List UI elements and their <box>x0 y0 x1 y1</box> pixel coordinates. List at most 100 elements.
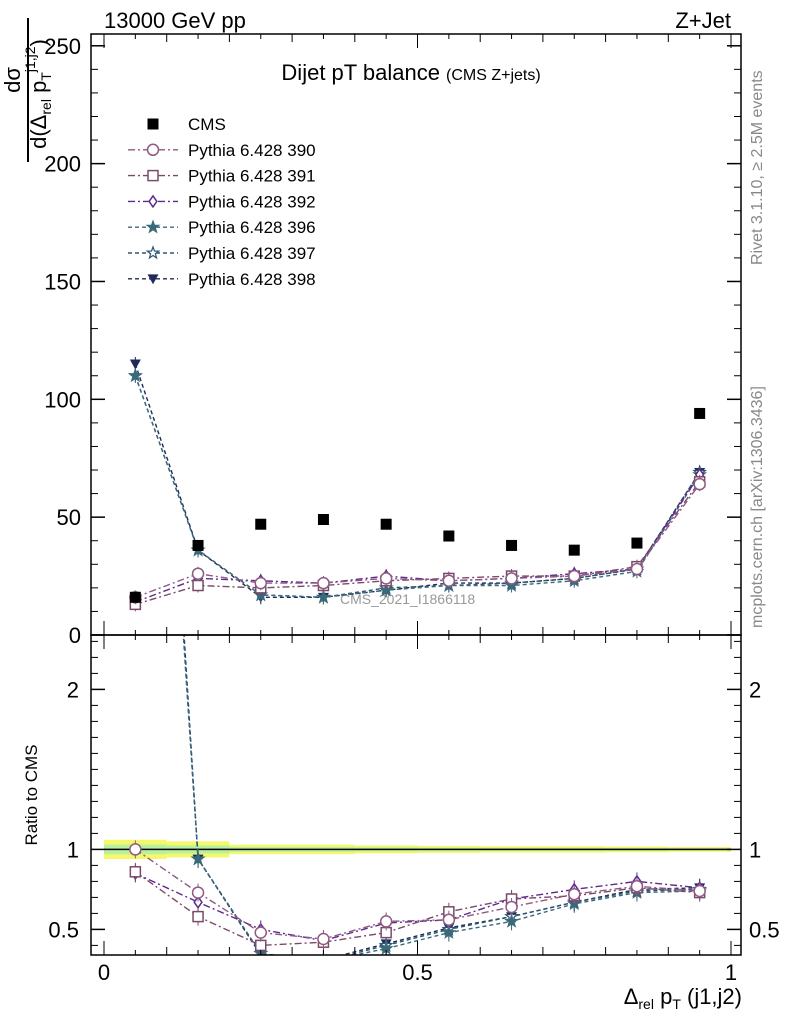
ratio-point <box>379 915 393 928</box>
ratio-point <box>129 843 142 856</box>
main-ytick-label: 150 <box>44 269 81 294</box>
ratio-point <box>192 910 204 923</box>
ratio-point <box>255 939 267 952</box>
data-point <box>317 514 329 526</box>
legend-item: Pythia 6.428 396 <box>128 218 316 237</box>
legend-label: Pythia 6.428 398 <box>188 270 316 289</box>
xtick-label: 0 <box>98 960 110 985</box>
data-point <box>505 572 518 585</box>
data-point <box>378 582 394 597</box>
ratio-ytick-label-right: 0.5 <box>749 917 780 942</box>
legend-item: Pythia 6.428 398 <box>128 270 316 289</box>
data-point <box>379 572 393 585</box>
title-suffix: (CMS Z+jets) <box>446 67 541 84</box>
data-point <box>443 530 455 542</box>
main-ytick-label: 100 <box>44 387 81 412</box>
data-point <box>568 544 580 556</box>
legend: CMS Pythia 6.428 390 Pythia 6.428 391 Pythi… <box>128 115 316 289</box>
main-ytick-label: 0 <box>69 623 81 648</box>
legend-label: CMS <box>188 115 226 134</box>
ratio-point <box>191 886 205 899</box>
ratio-ytick-label: 0.5 <box>48 917 79 942</box>
ratio-point <box>568 887 581 901</box>
data-point <box>129 359 141 370</box>
main-series <box>127 356 708 612</box>
main-ytick-label: 200 <box>44 152 81 177</box>
legend-marker <box>147 274 159 285</box>
data-point <box>442 574 456 588</box>
ratio-line <box>182 635 700 955</box>
data-point <box>254 576 267 590</box>
ratio-ylabel: Ratio to CMS <box>22 744 41 845</box>
data-point <box>317 576 330 590</box>
legend-label: Pythia 6.428 397 <box>188 244 316 263</box>
ratio-series-pythia-6-428-390 <box>129 840 706 948</box>
legend-label: Pythia 6.428 396 <box>188 218 316 237</box>
ratio-point <box>504 913 519 928</box>
ratio-series <box>129 635 708 955</box>
data-point <box>380 518 392 530</box>
ratio-point <box>505 900 518 914</box>
ratio-ytick-label-right: 1 <box>749 837 761 862</box>
legend-label: Pythia 6.428 392 <box>188 192 316 211</box>
ratio-ticks: 0.5 0.5 1 1 2 2 0 0.5 1 <box>48 635 780 985</box>
data-point <box>568 569 581 583</box>
legend-label: Pythia 6.428 390 <box>188 141 316 160</box>
data-point <box>630 562 644 576</box>
ratio-point <box>317 932 330 946</box>
ratio-frame <box>90 634 742 956</box>
ratio-point <box>254 926 267 939</box>
ratio-point <box>129 866 142 878</box>
main-ytick-label: 50 <box>57 505 81 530</box>
legend-item: Pythia 6.428 390 <box>128 141 316 160</box>
energy-label: 13000 GeV pp <box>104 8 246 33</box>
main-ytick-label: 250 <box>44 34 81 59</box>
ylabel-numerator: dσ <box>0 67 25 93</box>
ratio-line <box>182 635 700 955</box>
legend-marker <box>147 169 159 182</box>
data-point <box>506 539 518 551</box>
legend-label: Pythia 6.428 391 <box>188 167 316 186</box>
main-ticks: 0 50 100 150 200 250 <box>44 34 741 648</box>
mcplots-label: mcplots.cern.ch [arXiv:1306.3436] <box>749 386 766 628</box>
rivet-label: Rivet 3.1.10, ≥ 2.5M events <box>749 70 766 265</box>
watermark: CMS_2021_I1866118 <box>340 591 475 607</box>
ratio-point <box>441 924 457 939</box>
ratio-line <box>134 848 700 940</box>
ratio-line <box>183 635 700 955</box>
data-point <box>255 518 267 530</box>
ratio-ytick-label: 2 <box>67 677 79 702</box>
ratio-point <box>442 913 456 927</box>
ratio-point <box>190 851 206 866</box>
ratio-point <box>630 879 644 893</box>
legend-marker <box>145 245 161 260</box>
data-point <box>191 567 205 580</box>
legend-marker <box>147 118 159 130</box>
series-line <box>135 483 701 598</box>
ratio-line <box>135 872 700 942</box>
data-point <box>129 591 141 603</box>
data-point <box>631 537 643 549</box>
xtick-label: 0.5 <box>402 960 433 985</box>
ratio-line <box>134 871 700 947</box>
data-point <box>694 407 706 419</box>
data-point <box>192 579 204 592</box>
legend-marker <box>148 194 158 209</box>
legend-item: Pythia 6.428 392 <box>128 192 316 211</box>
ratio-panel: 0.5 0.51 12 20 0.5 1 Ratio to CMS Δrel pT (j1… <box>22 634 780 1012</box>
data-point <box>693 477 706 491</box>
main-title: Dijet pT balance <box>281 60 440 85</box>
data-point <box>316 589 331 604</box>
data-point <box>127 367 143 383</box>
series-cms <box>129 407 706 603</box>
legend-marker <box>146 143 160 157</box>
legend-item: CMS <box>147 115 226 134</box>
ratio-point <box>693 884 706 898</box>
series-line <box>135 474 701 603</box>
legend-item: Pythia 6.428 397 <box>128 244 316 263</box>
ratio-ytick-label: 1 <box>67 837 79 862</box>
data-point <box>192 539 204 551</box>
